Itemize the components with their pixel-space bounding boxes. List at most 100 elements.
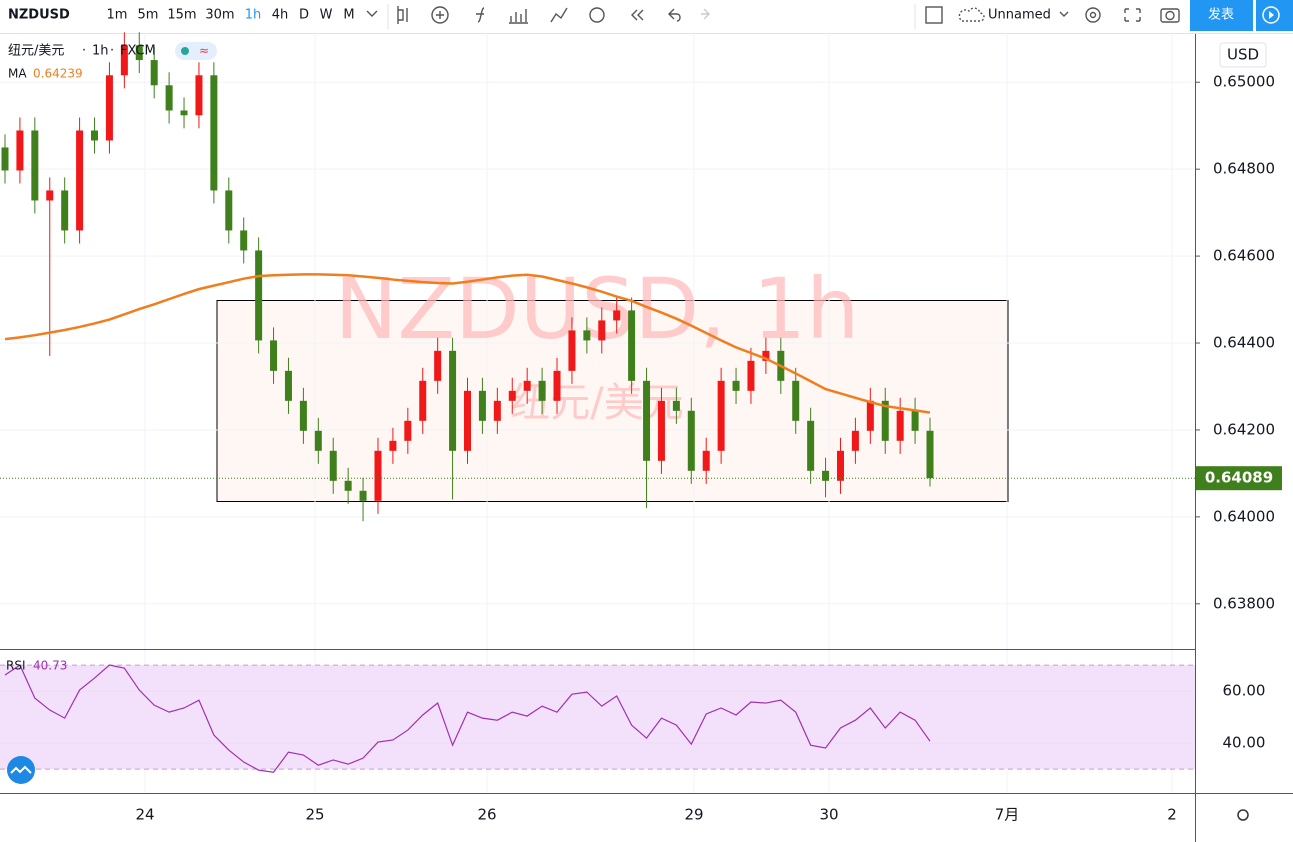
undo-icon[interactable]	[668, 8, 681, 22]
time-label: 30	[819, 806, 838, 824]
layout-name[interactable]: Unnamed	[988, 8, 1051, 23]
candle-body	[851, 430, 859, 451]
candle-body	[434, 350, 442, 381]
time-label: 26	[477, 806, 496, 824]
axis-settings[interactable]	[1237, 809, 1249, 821]
candle-body	[195, 75, 203, 116]
candle-body	[702, 450, 710, 471]
rsi-label: RSI	[6, 659, 26, 673]
play-icon	[1262, 6, 1280, 24]
candle-body	[91, 130, 99, 141]
time-label: 29	[684, 806, 703, 824]
layout-icon[interactable]	[925, 6, 943, 24]
interval-group: 1m 5m 15m 30m 1h 4h D W M	[107, 8, 355, 23]
legend-source: FXCM	[120, 44, 156, 59]
time-label: 24	[135, 806, 154, 824]
candle-body	[643, 380, 651, 461]
replay-icon[interactable]	[631, 9, 644, 21]
status-icon: ≈	[199, 44, 209, 58]
legend-separator: ·	[82, 44, 86, 59]
candle-body	[344, 480, 352, 491]
currency: USD	[1227, 46, 1259, 64]
play-button[interactable]	[1256, 0, 1293, 31]
candle-body	[359, 490, 367, 501]
candle-body	[657, 400, 665, 461]
candle-body	[240, 230, 248, 251]
candle-body	[16, 130, 24, 171]
fx-icon[interactable]	[476, 7, 485, 23]
price-label: 0.65000	[1213, 73, 1275, 91]
rsi-band	[0, 665, 1195, 770]
status-pill[interactable]	[175, 42, 217, 60]
interval-button[interactable]: 15m	[167, 8, 196, 23]
candle-body	[180, 110, 188, 116]
candle-body	[836, 450, 844, 481]
candle-body	[31, 130, 39, 201]
layout-dropdown[interactable]	[1059, 11, 1069, 17]
candle-body	[508, 390, 516, 401]
interval-button[interactable]: 1m	[107, 8, 128, 23]
time-label: 2	[1167, 806, 1177, 824]
range-rectangle[interactable]	[216, 300, 1009, 502]
candle-body	[747, 360, 755, 391]
indicator-add-icon[interactable]	[431, 6, 449, 24]
last-price-label: 0.64089	[1205, 469, 1273, 487]
compare-icon[interactable]	[550, 7, 568, 23]
candle-body	[553, 370, 561, 401]
candle-body	[314, 430, 322, 451]
dropdown-icon[interactable]	[366, 10, 378, 17]
interval-button[interactable]: D	[299, 8, 309, 23]
redo-icon	[701, 8, 710, 20]
plot	[0, 32, 1195, 773]
candle-body	[255, 250, 263, 341]
candle-body	[76, 130, 84, 231]
candle-body	[210, 75, 218, 191]
fullscreen-icon[interactable]	[1124, 8, 1141, 22]
bars-icon[interactable]	[509, 9, 528, 24]
ma-value: 0.64239	[33, 67, 83, 81]
currency-box[interactable]	[1219, 42, 1267, 68]
symbol[interactable]: NZDUSD	[8, 8, 70, 23]
toolbar-icons	[366, 6, 1180, 24]
candle-body	[449, 350, 457, 451]
candle-body	[284, 370, 292, 401]
candle-body	[135, 45, 143, 61]
candle-body	[822, 470, 830, 481]
settings-icon[interactable]	[1085, 7, 1101, 23]
time-label: 25	[305, 806, 324, 824]
interval-button[interactable]: W	[320, 8, 333, 23]
alert-icon[interactable]	[589, 7, 605, 23]
candle-body	[404, 420, 412, 441]
candle-body	[598, 320, 606, 341]
publish-button[interactable]	[1190, 0, 1253, 31]
ma-label: MA	[8, 67, 27, 81]
candle-body	[329, 450, 337, 481]
candle-body	[270, 340, 278, 371]
legend-symbol: 纽元/美元	[8, 44, 64, 59]
watermark-subtitle: 纽元/美元	[510, 380, 683, 426]
play-triangle	[1269, 11, 1274, 19]
candle-body	[1, 147, 9, 171]
ma-line	[4, 273, 931, 414]
candle-body	[105, 75, 113, 141]
publish-label[interactable]: 发表	[1208, 7, 1234, 23]
interval-button[interactable]: 5m	[138, 8, 159, 23]
candle-body	[896, 410, 904, 441]
candle-body	[389, 440, 397, 451]
candle-body	[762, 350, 770, 361]
candle-body	[613, 310, 621, 321]
chart-type-icon[interactable]	[397, 6, 408, 24]
candle-body	[583, 330, 591, 341]
interval-button[interactable]: M	[343, 8, 354, 23]
rsi-value: 40.73	[33, 659, 67, 673]
snapshot-icon[interactable]	[1160, 8, 1180, 23]
interval-button[interactable]: 30m	[205, 8, 234, 23]
interval-button[interactable]: 1h	[245, 8, 262, 23]
candle-body	[911, 410, 919, 431]
interval-button[interactable]: 4h	[272, 8, 289, 23]
candle-body	[866, 400, 874, 431]
price-label: 0.63800	[1213, 594, 1275, 612]
candle-body	[538, 380, 546, 401]
price-label: 0.64400	[1213, 334, 1275, 352]
